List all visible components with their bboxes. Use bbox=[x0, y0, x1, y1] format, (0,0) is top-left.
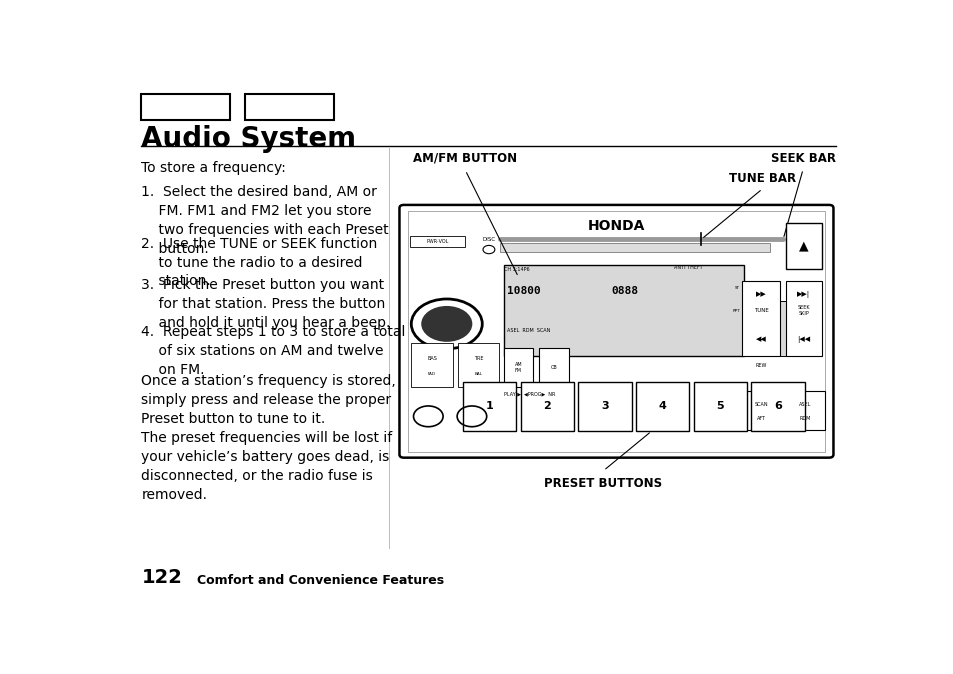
Text: 1: 1 bbox=[485, 402, 493, 411]
Text: BAS: BAS bbox=[427, 356, 436, 361]
Text: 0888: 0888 bbox=[610, 286, 638, 295]
Bar bbox=[503, 348, 533, 387]
Bar bbox=[741, 280, 780, 356]
Bar bbox=[462, 382, 516, 431]
Bar bbox=[503, 265, 743, 356]
Text: CH 3:14P6: CH 3:14P6 bbox=[503, 267, 529, 272]
Text: To store a frequency:: To store a frequency: bbox=[141, 161, 286, 175]
Bar bbox=[785, 391, 823, 430]
Text: |◀◀: |◀◀ bbox=[797, 336, 810, 343]
Bar bbox=[410, 235, 465, 247]
Text: ▲: ▲ bbox=[799, 239, 808, 253]
Bar bbox=[411, 342, 453, 387]
Text: ASEL: ASEL bbox=[799, 402, 811, 407]
Text: Comfort and Convenience Features: Comfort and Convenience Features bbox=[196, 574, 443, 587]
Text: 122: 122 bbox=[141, 568, 182, 587]
Bar bbox=[636, 382, 689, 431]
Text: ◀◀: ◀◀ bbox=[755, 336, 765, 342]
Bar bbox=[520, 382, 574, 431]
Text: DISC: DISC bbox=[482, 237, 495, 242]
Text: 4.  Repeat steps 1 to 3 to store a total
    of six stations on AM and twelve
  : 4. Repeat steps 1 to 3 to store a total … bbox=[141, 325, 405, 377]
Text: 6: 6 bbox=[773, 402, 781, 411]
Bar bbox=[693, 382, 746, 431]
Text: 2.  Use the TUNE or SEEK function
    to tune the radio to a desired
    station: 2. Use the TUNE or SEEK function to tune… bbox=[141, 237, 377, 288]
Text: 2: 2 bbox=[543, 402, 551, 411]
Text: RDM: RDM bbox=[799, 417, 810, 421]
Circle shape bbox=[421, 306, 472, 342]
Text: 10800: 10800 bbox=[507, 286, 540, 295]
Text: PRESET BUTTONS: PRESET BUTTONS bbox=[544, 477, 662, 490]
Text: AM
FM: AM FM bbox=[515, 362, 521, 373]
Bar bbox=[538, 348, 568, 387]
Text: Audio System: Audio System bbox=[141, 125, 356, 153]
Text: TUNE: TUNE bbox=[753, 308, 767, 313]
Text: ASEL  RDM  SCAN: ASEL RDM SCAN bbox=[507, 328, 550, 333]
Bar bbox=[457, 342, 498, 387]
Text: ▶▶|: ▶▶| bbox=[797, 290, 810, 298]
Text: SEEK BAR: SEEK BAR bbox=[770, 152, 835, 165]
Text: ANTI THEFT: ANTI THEFT bbox=[673, 265, 701, 270]
Bar bbox=[785, 280, 821, 356]
Bar bbox=[785, 222, 821, 270]
Text: 3.  Pick the Preset button you want
    for that station. Press the button
    a: 3. Pick the Preset button you want for t… bbox=[141, 278, 391, 330]
Text: RPT: RPT bbox=[732, 309, 740, 313]
Bar bbox=[747, 301, 795, 356]
Bar bbox=[407, 210, 824, 452]
Text: 1.  Select the desired band, AM or
    FM. FM1 and FM2 let you store
    two fre: 1. Select the desired band, AM or FM. FM… bbox=[141, 185, 389, 255]
Bar bbox=[245, 94, 334, 120]
Text: CB: CB bbox=[550, 365, 557, 370]
Text: 3: 3 bbox=[600, 402, 608, 411]
Text: AM/FM BUTTON: AM/FM BUTTON bbox=[413, 152, 517, 165]
Text: ST: ST bbox=[735, 286, 740, 290]
Text: TRE: TRE bbox=[474, 356, 483, 361]
Bar bbox=[751, 382, 803, 431]
Text: ▶▶: ▶▶ bbox=[755, 291, 765, 297]
Text: TUNE BAR: TUNE BAR bbox=[728, 172, 795, 185]
Text: SCAN: SCAN bbox=[754, 402, 767, 407]
Text: REW: REW bbox=[755, 363, 766, 368]
Text: AFT: AFT bbox=[756, 417, 764, 421]
FancyBboxPatch shape bbox=[399, 205, 833, 458]
Text: 5: 5 bbox=[716, 402, 723, 411]
Text: FAD: FAD bbox=[428, 371, 436, 375]
Bar bbox=[499, 243, 769, 252]
Text: PLAY ▶  ◀PROG▶  NR: PLAY ▶ ◀PROG▶ NR bbox=[503, 392, 555, 397]
Text: SEEK
SKIP: SEEK SKIP bbox=[797, 305, 809, 316]
Text: 4: 4 bbox=[658, 402, 666, 411]
Text: PWR·VOL: PWR·VOL bbox=[426, 239, 448, 244]
Text: HONDA: HONDA bbox=[587, 220, 644, 233]
Bar bbox=[141, 94, 230, 120]
Text: BAL: BAL bbox=[474, 371, 482, 375]
Bar bbox=[578, 382, 631, 431]
Text: Once a station’s frequency is stored,
simply press and release the proper
Preset: Once a station’s frequency is stored, si… bbox=[141, 374, 395, 502]
Bar bbox=[741, 391, 780, 430]
